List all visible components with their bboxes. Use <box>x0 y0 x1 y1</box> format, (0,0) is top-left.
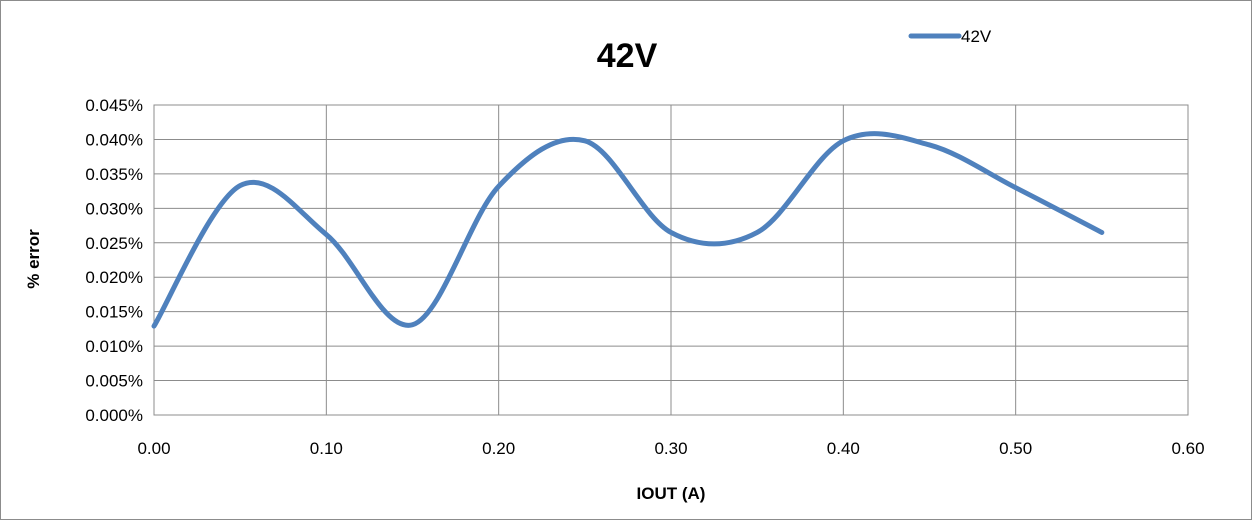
series-line-42v <box>151 131 1105 329</box>
y-tick-label: 0.000% <box>85 406 143 425</box>
x-axis-title: IOUT (A) <box>637 484 706 503</box>
y-tick-label: 0.025% <box>85 234 143 253</box>
x-tick-label: 0.10 <box>310 439 343 458</box>
y-tick-label: 0.030% <box>85 199 143 218</box>
chart-title: 42V <box>597 37 658 75</box>
y-tick-label: 0.045% <box>85 96 143 115</box>
y-axis-title: % error <box>24 229 43 289</box>
plot-area-border <box>153 104 1189 416</box>
gridlines <box>153 104 1189 416</box>
x-tick-label: 0.00 <box>137 439 170 458</box>
x-tick-label: 0.50 <box>999 439 1032 458</box>
y-tick-label: 0.020% <box>85 268 143 287</box>
y-tick-label: 0.005% <box>85 372 143 391</box>
series-lines <box>151 131 1105 329</box>
x-tick-label: 0.40 <box>827 439 860 458</box>
y-tick-label: 0.015% <box>85 303 143 322</box>
legend-label-42v: 42V <box>961 27 992 46</box>
x-tick-label: 0.60 <box>1171 439 1204 458</box>
x-axis-tick-labels: 0.00 0.10 0.20 0.30 0.40 0.50 0.60 <box>137 439 1204 458</box>
y-axis-tick-labels: 0.000% 0.005% 0.010% 0.015% 0.020% 0.025% 0.03… <box>85 96 143 425</box>
y-tick-label: 0.040% <box>85 130 143 149</box>
y-tick-label: 0.010% <box>85 337 143 356</box>
x-tick-label: 0.20 <box>482 439 515 458</box>
y-tick-label: 0.035% <box>85 165 143 184</box>
x-tick-label: 0.30 <box>654 439 687 458</box>
legend: 42V <box>908 27 992 46</box>
